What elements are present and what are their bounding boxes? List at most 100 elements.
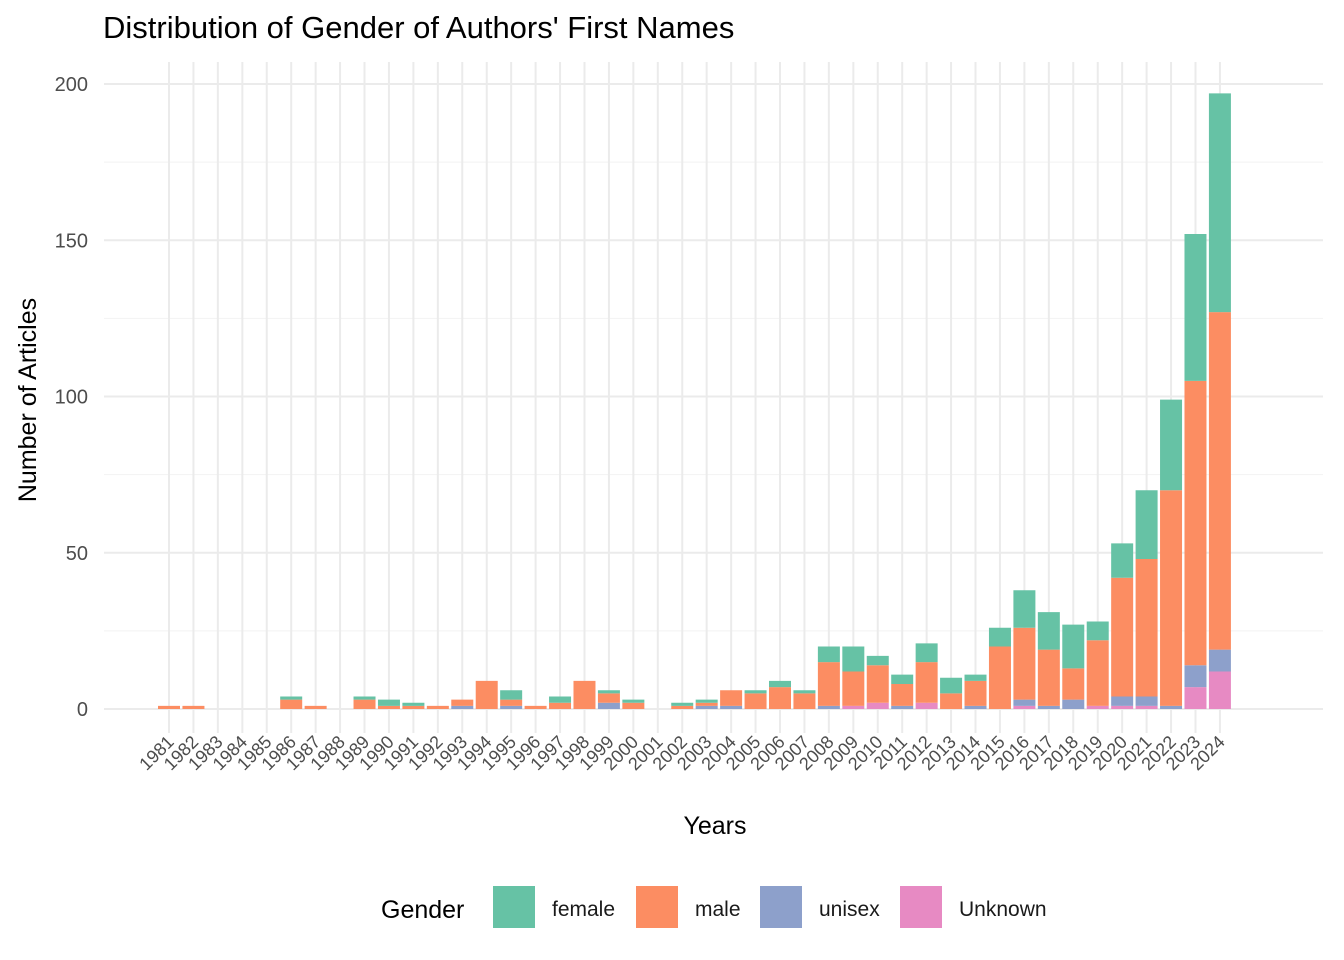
grid-lines [104,62,1323,733]
bar-male-2011 [891,684,914,706]
bar-female-1991 [402,702,425,706]
bar-unisex-2016 [1013,699,1036,706]
y-axis-title: Number of Articles [14,298,42,502]
bar-female-1999 [597,690,620,694]
bar-male-2008 [817,662,840,706]
bar-male-1998 [573,680,596,709]
bar-female-2022 [1160,399,1183,491]
legend: Gender female male unisex Unknown [381,886,1047,928]
bar-female-1989 [353,696,376,700]
bar-male-2022 [1160,490,1183,706]
bar-male-2019 [1086,640,1109,706]
bar-male-1999 [597,693,620,703]
bar-unisex-2003 [695,705,718,709]
bar-female-2000 [622,699,645,703]
legend-label-female: female [552,898,615,921]
bar-male-2006 [769,687,791,709]
bar-male-2004 [720,690,743,706]
bar-unisex-2008 [817,705,840,709]
bar-female-2011 [891,674,914,684]
chart-title: Distribution of Gender of Authors' First… [103,10,735,45]
bar-male-2003 [695,702,718,706]
bar-female-2023 [1184,234,1207,381]
bar-male-2010 [866,665,889,703]
bar-male-1997 [549,702,572,709]
bar-female-2019 [1086,621,1109,641]
bar-unisex-2011 [891,705,914,709]
bar-male-1981 [158,705,180,709]
bar-male-2009 [842,671,865,706]
bar-unknown-2020 [1111,705,1134,709]
bar-unknown-2019 [1086,705,1109,709]
bar-unknown-2021 [1135,705,1158,709]
y-tick-label: 100 [55,387,88,409]
bar-female-1997 [549,696,572,703]
bar-male-1996 [524,705,547,709]
bar-female-2003 [695,699,718,703]
bars [158,93,1231,709]
bar-male-1989 [353,699,376,709]
bar-male-2018 [1062,668,1085,700]
bar-unisex-2022 [1160,705,1183,709]
bar-female-2016 [1013,590,1036,628]
legend-label-unisex: unisex [819,898,880,921]
bar-female-2018 [1062,624,1085,669]
bar-male-2020 [1111,577,1134,697]
bar-unknown-2009 [842,705,865,709]
bar-male-2015 [988,646,1011,709]
bar-male-2013 [940,693,963,709]
bar-male-2005 [744,693,767,709]
y-tick-labels: 0 50 100 150 200 [55,74,88,721]
bar-unknown-2012 [915,702,938,709]
bar-female-2012 [915,643,938,663]
bar-male-2014 [964,680,987,706]
bar-female-2010 [866,655,889,666]
bar-male-2012 [915,662,938,703]
bar-female-2005 [744,690,767,694]
y-tick-label: 150 [55,230,88,252]
bar-unknown-2024 [1208,671,1231,709]
bar-unisex-2004 [720,705,743,709]
bar-female-1995 [500,690,523,700]
legend-title: Gender [381,896,464,924]
bar-unisex-2024 [1208,649,1231,672]
legend-label-male: male [695,898,741,921]
bar-male-1990 [377,705,400,709]
bar-unisex-1995 [500,705,523,709]
bar-female-2024 [1208,93,1231,313]
bar-male-2002 [671,705,694,709]
bar-male-2017 [1037,649,1060,706]
bar-male-1986 [280,699,303,709]
bar-male-1994 [475,680,498,709]
legend-key-unknown [900,886,942,928]
bar-unknown-2016 [1013,705,1036,709]
bar-female-2013 [940,677,963,694]
bar-male-1995 [500,699,523,706]
bar-unisex-2021 [1135,696,1158,706]
bar-male-1991 [402,705,425,709]
y-tick-label: 200 [55,74,88,96]
bar-unisex-2014 [964,705,987,709]
bar-female-2017 [1037,612,1060,650]
bar-female-2007 [793,690,816,694]
bar-female-1990 [377,699,400,706]
bar-female-2002 [671,702,694,706]
bar-male-2000 [622,702,645,709]
bar-female-2015 [988,627,1011,647]
bar-unisex-1993 [451,705,474,709]
bar-unknown-2023 [1184,687,1207,709]
bar-female-2009 [842,646,865,672]
legend-key-unisex [760,886,802,928]
bar-female-2014 [964,674,987,681]
bar-unisex-2017 [1037,705,1060,709]
bar-male-2023 [1184,380,1207,666]
y-tick-label: 0 [77,699,88,721]
bar-female-2008 [817,646,840,663]
bar-male-1993 [451,699,474,706]
bar-unisex-2018 [1062,699,1085,709]
bar-male-2016 [1013,627,1036,700]
bar-female-2020 [1111,543,1134,578]
legend-key-male [636,886,678,928]
bar-male-2021 [1135,559,1158,697]
